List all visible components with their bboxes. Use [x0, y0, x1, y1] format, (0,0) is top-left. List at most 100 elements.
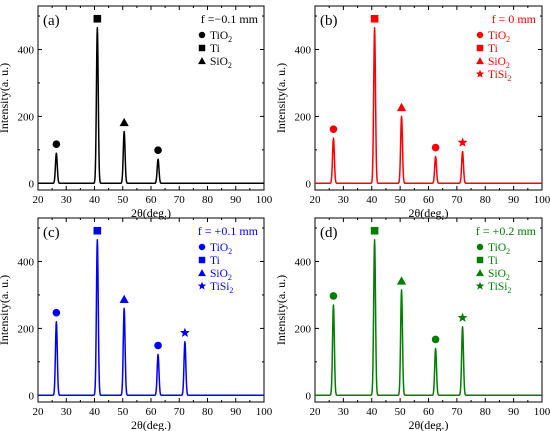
spectrum-line — [314, 27, 543, 185]
legend-marker-star — [475, 281, 485, 290]
legend-label: Ti — [488, 255, 498, 267]
legend-label: SiO2 — [488, 268, 510, 282]
peak-marker-star — [457, 137, 468, 147]
legend-label-main: TiSi — [488, 69, 507, 81]
x-tick-label: 30 — [338, 194, 350, 206]
peak-marker-triangle — [119, 117, 129, 127]
legend-label-subscript: 2 — [506, 273, 510, 282]
legend-label-main: TiO — [210, 242, 228, 254]
y-axis-label: Intensity(a. u.) — [274, 275, 288, 345]
legend-label-main: TiSi — [210, 281, 229, 293]
x-tick-label: 80 — [202, 194, 214, 206]
legend-marker-square — [198, 44, 206, 52]
x-tick-label: 20 — [310, 406, 322, 418]
x-tick-label: 80 — [480, 194, 492, 206]
x-tick-label: 50 — [395, 194, 407, 206]
y-tick-label: 0 — [29, 390, 35, 402]
x-tick-label: 60 — [423, 406, 435, 418]
legend-label-subscript: 2 — [507, 286, 511, 295]
x-tick-label: 30 — [61, 406, 73, 418]
legend-marker-square — [476, 44, 484, 52]
legend-marker-circle — [476, 243, 484, 251]
focus-annotation: f = 0 mm — [492, 12, 537, 26]
x-tick-label: 70 — [451, 406, 463, 418]
legend-marker-square — [198, 256, 206, 264]
legend-label-main: Ti — [210, 255, 220, 267]
x-tick-label: 40 — [366, 406, 378, 418]
peak-marker-circle — [431, 143, 440, 152]
x-tick-label: 80 — [202, 406, 214, 418]
x-tick-label: 40 — [89, 406, 101, 418]
panel-label: (d) — [320, 225, 338, 241]
peak-marker-circle — [329, 125, 338, 133]
peak-marker-circle — [52, 140, 61, 148]
legend-label-subscript: 2 — [506, 35, 510, 44]
x-tick-label: 70 — [174, 406, 186, 418]
y-tick-label: 0 — [306, 178, 312, 190]
legend-label: SiO2 — [210, 56, 232, 70]
legend-label-main: SiO — [210, 56, 228, 68]
legend-label-main: Ti — [488, 43, 498, 55]
x-tick-label: 70 — [174, 194, 186, 206]
plot-frame — [314, 217, 543, 403]
x-tick-label: 90 — [230, 406, 242, 418]
legend-label: Ti — [210, 43, 220, 55]
x-tick-label: 20 — [310, 194, 322, 206]
peak-marker-circle — [154, 146, 162, 155]
legend-marker-star — [197, 281, 207, 290]
legend-label-subscript: 2 — [506, 247, 510, 256]
legend-marker-circle — [476, 31, 484, 39]
legend-marker-triangle — [476, 57, 484, 65]
legend-marker-circle — [198, 31, 206, 39]
x-axis-label: 2θ(deg.) — [408, 206, 448, 220]
y-axis-label: Intensity(a. u.) — [274, 63, 288, 133]
x-tick-label: 70 — [451, 194, 463, 206]
x-tick-label: 40 — [366, 194, 378, 206]
legend-label-main: TiO — [488, 30, 506, 42]
focus-annotation: f =−0.1 mm — [201, 12, 259, 26]
legend-label-main: TiO — [210, 30, 228, 42]
legend-label-subscript: 2 — [507, 74, 511, 83]
legend-marker-triangle — [198, 269, 206, 277]
y-tick-label: 400 — [18, 44, 35, 56]
x-tick-label: 50 — [117, 194, 129, 206]
y-tick-label: 400 — [295, 44, 312, 56]
x-tick-label: 90 — [230, 194, 242, 206]
x-tick-label: 50 — [395, 406, 407, 418]
legend-label: SiO2 — [210, 268, 232, 282]
legend-label: TiO2 — [488, 242, 510, 256]
legend-marker-star — [475, 69, 485, 78]
x-tick-label: 100 — [534, 406, 550, 418]
x-tick-label: 80 — [480, 406, 492, 418]
y-tick-label: 400 — [18, 256, 35, 268]
y-tick-label: 200 — [18, 111, 35, 123]
legend-label-main: SiO — [210, 268, 228, 280]
legend-label-subscript: 2 — [228, 247, 232, 256]
peak-marker-circle — [431, 335, 440, 344]
peak-marker-star — [457, 312, 468, 322]
x-tick-label: 100 — [256, 194, 273, 206]
legend-marker-triangle — [476, 269, 484, 277]
legend-label-main: TiSi — [488, 281, 507, 293]
chart-panel-1: 20 30 40 50 60 70 80 90 100 0 200 400 2θ(deg.) Intens… — [0, 5, 273, 220]
legend-label-main: Ti — [488, 255, 498, 267]
legend-label: TiO2 — [210, 242, 232, 256]
peak-marker-square — [93, 14, 102, 23]
y-tick-label: 400 — [295, 256, 312, 268]
spectrum-line — [37, 27, 265, 185]
legend-marker-triangle — [198, 57, 206, 65]
x-tick-label: 90 — [508, 406, 520, 418]
spectrum-line — [37, 239, 265, 397]
focus-annotation: f = +0.2 mm — [476, 224, 537, 238]
peak-marker-circle — [52, 308, 61, 317]
legend-label-main: Ti — [210, 43, 220, 55]
legend-label: SiO2 — [488, 56, 510, 70]
chart-panel-3: 20 30 40 50 60 70 80 90 100 0 200 400 2θ(deg.) Intens… — [0, 217, 273, 431]
legend-marker-circle — [198, 243, 206, 251]
legend-label: TiSi2 — [210, 281, 233, 295]
y-tick-label: 200 — [295, 111, 312, 123]
legend-marker-square — [476, 256, 484, 264]
legend-label-main: SiO — [488, 56, 506, 68]
x-tick-label: 20 — [33, 194, 45, 206]
